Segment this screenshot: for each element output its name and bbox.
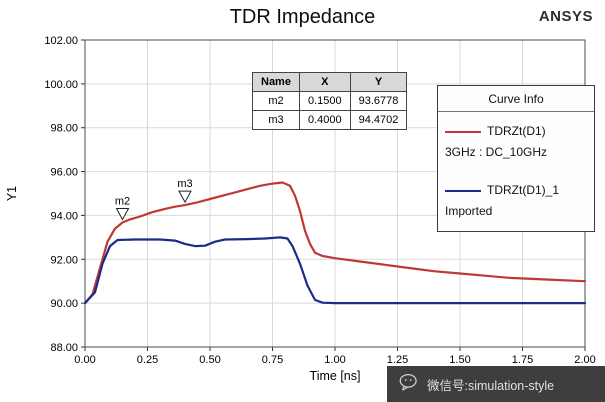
series2-subtitle: Imported: [445, 204, 493, 218]
marker-label-m3: m3: [177, 178, 192, 190]
y-tick-label: 98.00: [50, 123, 78, 135]
y-tick-label: 92.00: [50, 254, 78, 266]
x-axis-label: Time [ns]: [310, 369, 361, 383]
series2-line-sample: [445, 189, 481, 192]
x-tick-label: 0.00: [74, 354, 95, 366]
marker-table-cell: 0.4000: [298, 110, 351, 130]
x-tick-label: 2.00: [574, 354, 595, 366]
x-tick-label: 0.25: [137, 354, 158, 366]
watermark-bar: 微信号:simulation-style: [387, 366, 605, 402]
marker-table-cell: m2: [252, 91, 300, 111]
y-tick-label: 94.00: [50, 210, 78, 222]
x-tick-label: 1.50: [449, 354, 470, 366]
chart-title: TDR Impedance: [229, 6, 376, 28]
x-tick-label: 0.75: [262, 354, 283, 366]
marker-table-cell: 94.4702: [349, 110, 408, 130]
marker-triangle-m2[interactable]: [115, 207, 130, 221]
marker-table-head-row: Name X Y: [252, 72, 408, 92]
marker-table-header: Y: [349, 72, 408, 92]
series1-subtitle: 3GHz : DC_10GHz: [445, 145, 548, 159]
marker-table-header: Name: [252, 72, 300, 92]
y-tick-label: 102.00: [44, 35, 78, 47]
y-tick-label: 100.00: [44, 79, 78, 91]
ansys-logo: ANSYS: [538, 8, 593, 25]
series1-name: TDRZt(D1): [487, 124, 546, 138]
marker-table-cell: m3: [252, 110, 300, 130]
marker-table[interactable]: Name X Y m2 0.1500 93.6778 m3 0.4000 94.4702: [252, 72, 408, 130]
legend-entry-2: TDRZt(D1)_1 Imported: [438, 159, 594, 218]
marker-table-row: m3 0.4000 94.4702: [252, 110, 408, 130]
legend-entry-1: TDRZt(D1) 3GHz : DC_10GHz: [438, 112, 594, 159]
legend-separator: [438, 111, 594, 112]
watermark-text: 微信号:simulation-style: [427, 378, 555, 393]
marker-triangle-m3[interactable]: [178, 190, 192, 204]
marker-table-body: m2 0.1500 93.6778 m3 0.4000 94.4702: [252, 91, 408, 130]
series-curve-1[interactable]: [83, 181, 587, 305]
series1-line-sample: [445, 130, 481, 133]
x-tick-label: 1.25: [387, 354, 408, 366]
wechat-icon: [399, 373, 419, 395]
curve-info-legend[interactable]: Curve Info TDRZt(D1) 3GHz : DC_10GHz TDR…: [437, 85, 595, 232]
marker-label-m2: m2: [115, 195, 130, 207]
x-tick-label: 1.00: [324, 354, 345, 366]
x-tick-label: 1.75: [512, 354, 533, 366]
legend-title: Curve Info: [488, 92, 544, 106]
x-tick-label: 0.50: [199, 354, 220, 366]
y-tick-label: 88.00: [50, 342, 78, 354]
y-axis-label: Y1: [5, 186, 19, 201]
marker-table-header: X: [298, 72, 351, 92]
y-tick-label: 90.00: [50, 298, 78, 310]
series-curve-2[interactable]: [83, 236, 587, 305]
series2-name: TDRZt(D1)_1: [487, 183, 560, 197]
marker-table-cell: 0.1500: [298, 91, 351, 111]
y-tick-label: 96.00: [50, 167, 78, 179]
marker-table-cell: 93.6778: [349, 91, 408, 111]
marker-table-row: m2 0.1500 93.6778: [252, 91, 408, 111]
